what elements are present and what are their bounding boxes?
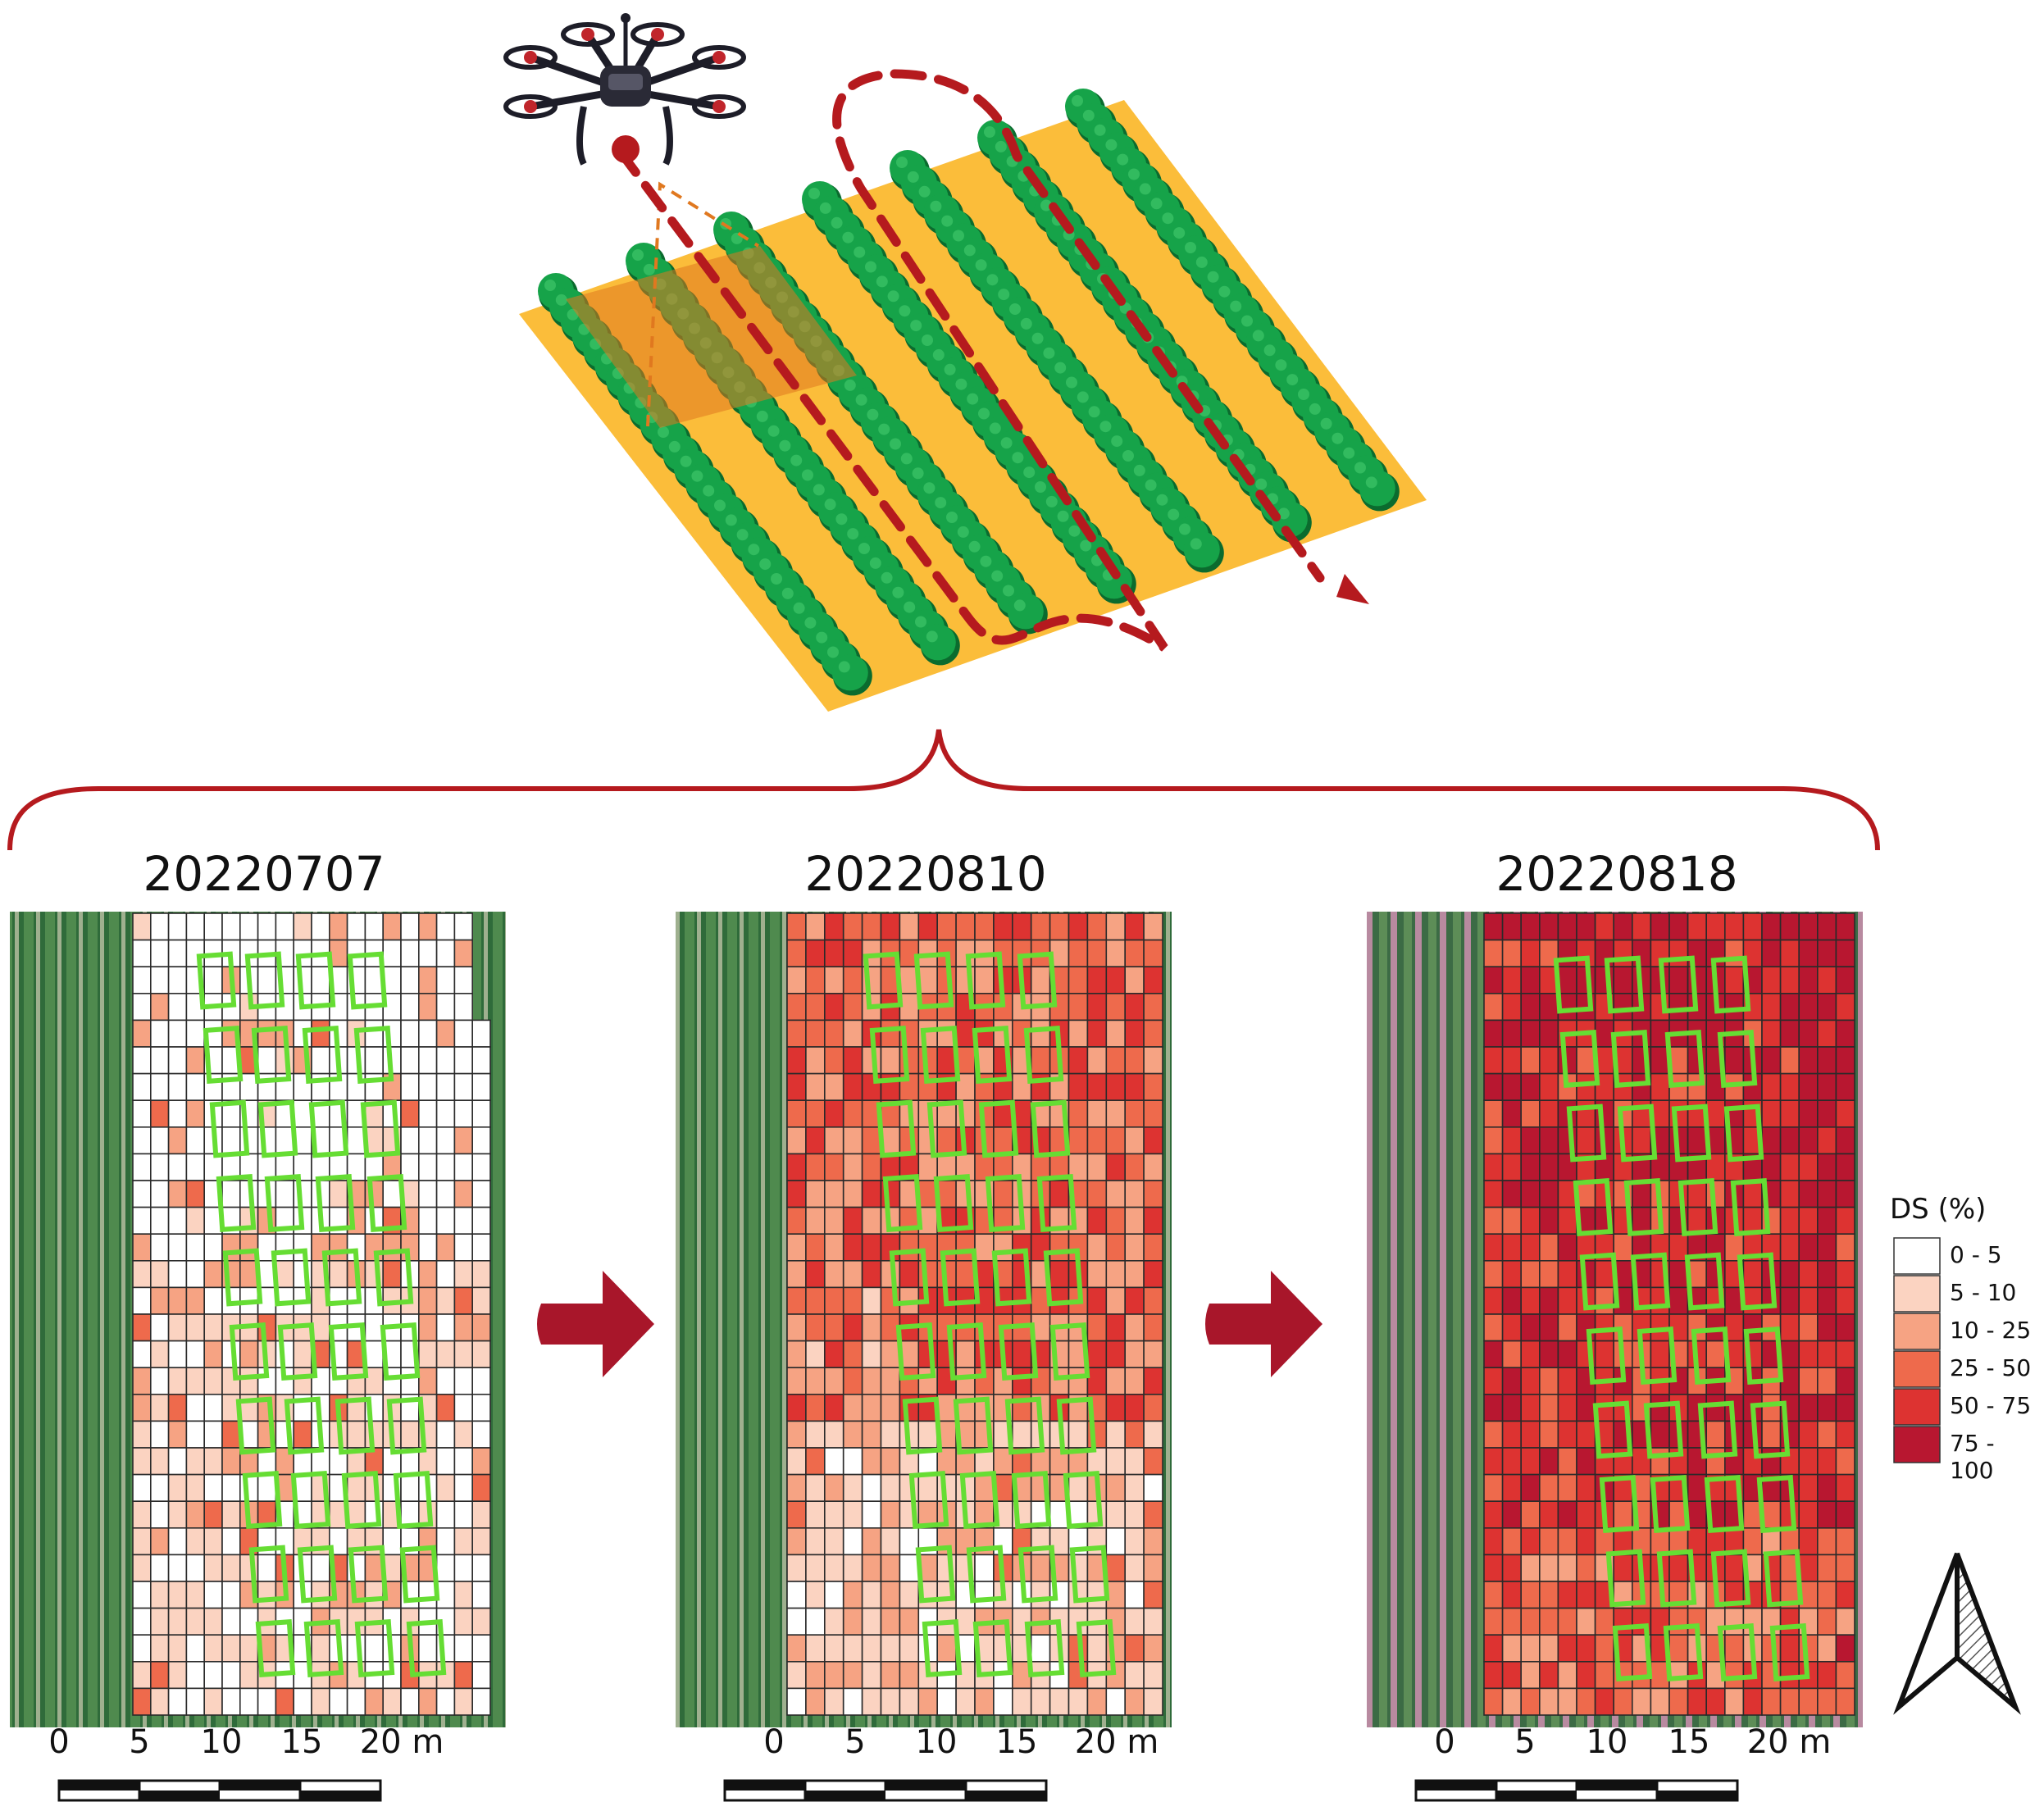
plant-row [1065,89,1400,512]
scale-label: 0 [48,1723,70,1761]
scale-bar [1414,1779,1739,1802]
map-title-1: 20220707 [143,846,385,902]
field-illustration [503,13,1427,712]
scale-label: 20 m [359,1723,444,1761]
legend-label: 10 - 25 [1950,1317,2032,1344]
legend [1893,1237,1941,1463]
legend-swatch [1893,1275,1941,1313]
plant-row [802,181,1136,604]
legend-label: 5 - 10 [1950,1279,2017,1306]
scale-label: 15 [995,1723,1038,1761]
scale-label: 0 [1434,1723,1455,1761]
scale-label: 5 [844,1723,866,1761]
sample-plot-outlines [863,951,1117,1677]
scale-label: 10 [915,1723,958,1761]
right-arrow-icon [1205,1271,1322,1377]
legend-label: 75 - 100 [1950,1430,1995,1484]
legend-label: 0 - 5 [1950,1241,2002,1268]
maps-layer [10,912,1863,1802]
map-title-3: 20220818 [1495,846,1738,902]
scale-bar [57,1779,382,1802]
camera-footprint-cone [646,181,760,427]
scale-label: 20 m [1746,1723,1832,1761]
scale-bar [723,1779,1048,1802]
scale-label: 0 [763,1723,785,1761]
scale-label: 10 [200,1723,243,1761]
right-arrow-icon [537,1271,654,1377]
map-panel-3 [1367,912,1863,1802]
legend-swatch [1893,1388,1941,1426]
legend-swatch [1893,1237,1941,1275]
drone-icon [503,13,746,166]
map-panel-2 [676,912,1172,1802]
scale-label: 5 [129,1723,150,1761]
legend-label: 50 - 75 [1950,1392,2032,1419]
sample-plot-outlines [1553,955,1810,1681]
brace-icon [7,729,1880,851]
legend-title: DS (%) [1890,1193,1987,1226]
camera-footprint [566,246,857,428]
plant-row [890,150,1224,573]
scale-label: 15 [280,1723,323,1761]
scale-label: 5 [1514,1723,1536,1761]
flight-direction-arrowhead [1336,574,1369,604]
flight-path [614,69,1325,652]
scale-label: 10 [1586,1723,1628,1761]
sample-plot-outlines [196,951,447,1677]
legend-label: 25 - 50 [1950,1354,2032,1381]
north-arrow-icon [1893,1552,2021,1715]
legend-swatch [1893,1350,1941,1388]
legend-swatch [1893,1313,1941,1350]
legend-swatch [1893,1426,1941,1463]
map-panel-1 [10,912,506,1802]
map-title-2: 20220810 [804,846,1047,902]
scale-label: 15 [1668,1723,1710,1761]
scale-label: 20 m [1074,1723,1159,1761]
